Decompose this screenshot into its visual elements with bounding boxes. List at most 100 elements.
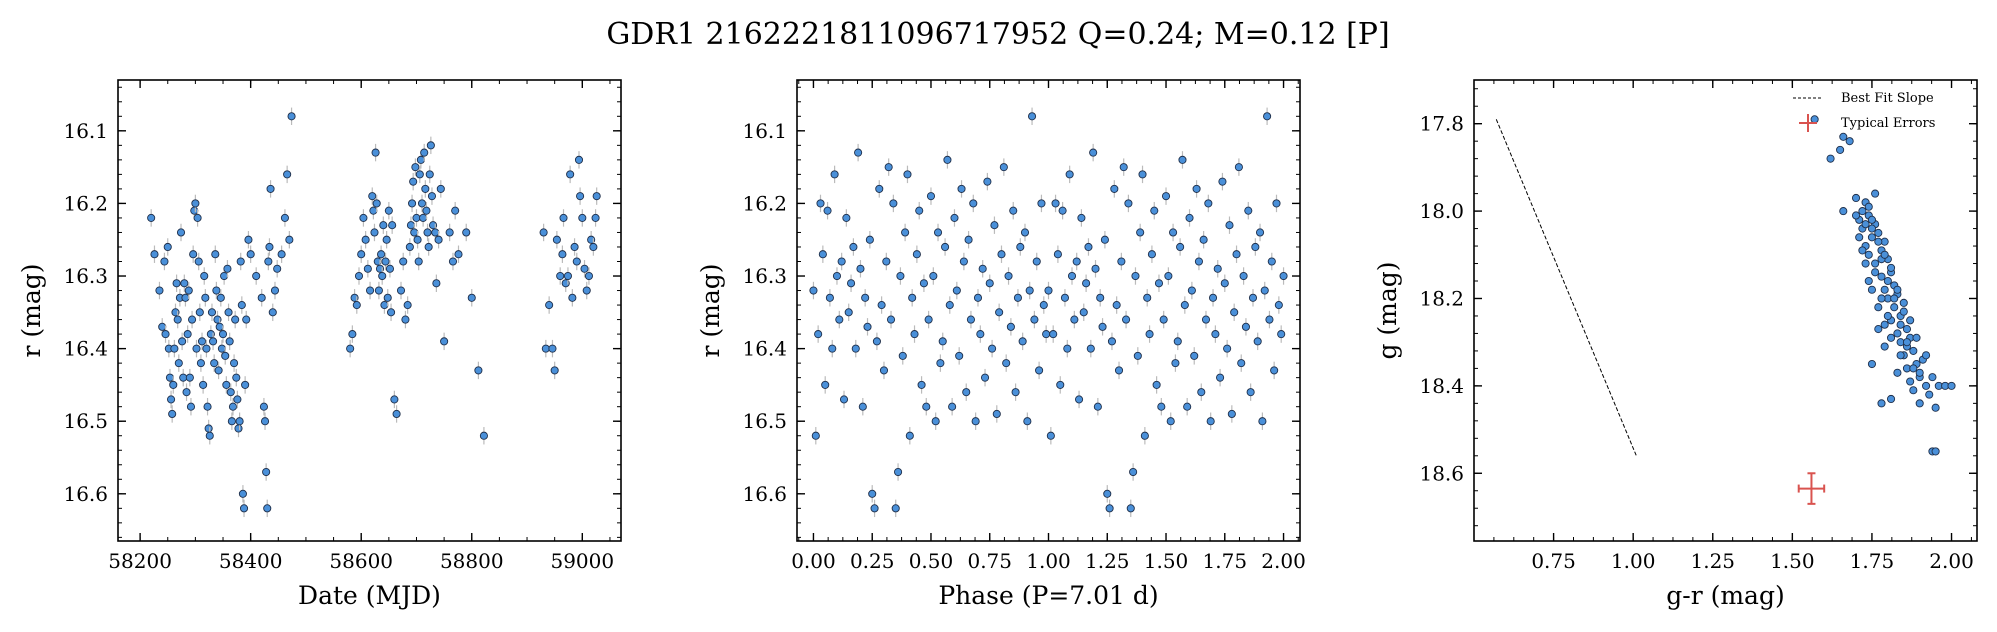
- data-point: [1152, 380, 1161, 389]
- data-point: [399, 257, 408, 266]
- data-point: [1871, 189, 1880, 198]
- data-point: [1192, 184, 1201, 193]
- data-point: [821, 380, 830, 389]
- y-tick-label: 18.2: [1419, 286, 1464, 310]
- data-point: [352, 301, 361, 310]
- data-point: [436, 184, 445, 193]
- data-point: [181, 293, 190, 302]
- data-point: [1025, 286, 1034, 295]
- data-point: [1016, 242, 1025, 252]
- data-point: [1253, 337, 1262, 346]
- data-point: [1234, 163, 1243, 172]
- data-point: [234, 424, 243, 433]
- data-point: [268, 308, 277, 317]
- data-point: [232, 373, 241, 382]
- data-point: [1112, 301, 1121, 310]
- data-point: [572, 257, 581, 266]
- data-point: [357, 250, 366, 259]
- data-point: [462, 228, 471, 237]
- data-point: [285, 235, 294, 244]
- data-point: [980, 373, 990, 382]
- y-tick-label: 16.4: [742, 337, 787, 361]
- data-point: [1883, 311, 1892, 321]
- data-point: [894, 467, 903, 477]
- x-tick-label: 1.75: [1850, 549, 1895, 573]
- data-point: [1114, 366, 1124, 375]
- x-tick-label: 1.25: [1085, 549, 1130, 573]
- data-point: [1279, 271, 1288, 281]
- y-axis-label: g (mag): [1373, 261, 1402, 359]
- data-point: [1084, 242, 1093, 252]
- data-point: [1131, 271, 1140, 281]
- y-tick-label: 16.2: [63, 191, 108, 215]
- data-point: [372, 199, 381, 208]
- data-point: [382, 235, 391, 244]
- data-point: [943, 155, 952, 164]
- typical-errors-marker: [1797, 472, 1826, 505]
- data-point: [412, 213, 421, 222]
- data-point: [383, 293, 392, 302]
- data-point: [366, 286, 375, 295]
- data-point: [209, 337, 218, 346]
- data-point: [1909, 386, 1918, 395]
- data-point: [1096, 293, 1105, 302]
- data-point: [451, 206, 460, 215]
- data-point: [879, 366, 889, 375]
- data-point: [548, 344, 557, 353]
- phase-curve-panel: 0.00 0.25 0.50 0.75 1.00 1.25 1.50 1.75 2.00 16.1…: [696, 79, 1306, 610]
- data-point: [185, 373, 194, 382]
- data-point: [1922, 381, 1931, 390]
- data-point: [865, 235, 874, 244]
- data-point: [1145, 330, 1154, 339]
- color-magnitude-panel: 0.75 1.00 1.25 1.50 1.75 2.00 17.8 18.0 18.2 18.4…: [1373, 79, 1978, 610]
- data-point: [936, 359, 945, 368]
- data-point: [184, 286, 193, 295]
- data-point: [378, 271, 387, 281]
- data-point: [410, 228, 419, 237]
- y-tick-label: 16.5: [742, 409, 787, 433]
- data-point: [1230, 308, 1239, 317]
- data-point: [941, 242, 950, 252]
- x-axis-label: g-r (mag): [1666, 581, 1784, 610]
- data-point: [811, 431, 820, 440]
- data-point: [434, 235, 443, 244]
- data-point: [1826, 154, 1835, 163]
- data-point: [225, 337, 234, 346]
- data-point: [997, 250, 1006, 259]
- data-point: [1931, 447, 1940, 456]
- data-point: [215, 322, 224, 331]
- data-point: [978, 264, 987, 273]
- data-point: [1046, 431, 1055, 440]
- data-point: [228, 402, 238, 411]
- data-point: [361, 235, 370, 244]
- data-point: [1211, 330, 1220, 339]
- data-point: [222, 380, 231, 389]
- data-point: [830, 170, 839, 179]
- y-axis-label: r (mag): [17, 263, 46, 357]
- data-point: [988, 344, 997, 353]
- data-point: [1915, 368, 1924, 377]
- data-point: [1089, 148, 1098, 157]
- data-point: [1147, 250, 1156, 259]
- data-point: [1902, 338, 1912, 347]
- data-point: [390, 395, 399, 404]
- data-point: [1880, 342, 1889, 351]
- data-point: [901, 228, 910, 237]
- data-point: [231, 315, 240, 324]
- data-point: [1136, 228, 1145, 237]
- data-point: [1032, 257, 1041, 266]
- data-point: [576, 192, 585, 201]
- data-point: [1194, 257, 1203, 266]
- data-point: [891, 504, 900, 513]
- data-point: [1122, 315, 1131, 324]
- data-point: [374, 286, 383, 295]
- data-point: [839, 395, 849, 404]
- data-point: [985, 279, 994, 288]
- data-point: [559, 213, 568, 222]
- data-point: [1072, 257, 1081, 266]
- data-point: [1931, 403, 1940, 412]
- data-point: [973, 293, 983, 302]
- data-point: [926, 192, 936, 201]
- data-point: [179, 373, 188, 382]
- data-point: [1187, 286, 1196, 295]
